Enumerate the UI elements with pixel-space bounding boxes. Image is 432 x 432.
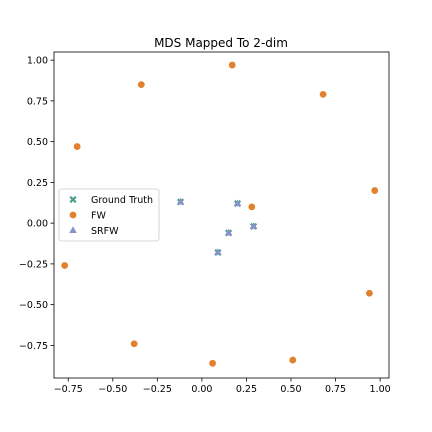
data-point xyxy=(224,228,233,236)
data-point xyxy=(319,90,327,98)
x-tick-label: −0.25 xyxy=(143,384,172,395)
plot-area xyxy=(53,51,390,379)
x-tick-label: 0.50 xyxy=(280,384,301,395)
y-tick-label: 0.75 xyxy=(27,96,48,107)
data-point xyxy=(228,61,236,69)
data-point xyxy=(130,340,138,348)
x-tick-label: 0.00 xyxy=(191,384,212,395)
y-tick-label: −0.75 xyxy=(19,341,48,352)
data-points xyxy=(61,61,379,367)
y-tick-label: 0.00 xyxy=(27,219,48,230)
x-tick-label: 1.00 xyxy=(370,384,391,395)
legend-marker xyxy=(69,226,77,234)
y-tick-label: 0.25 xyxy=(27,178,48,189)
legend-label: SRFW xyxy=(91,226,119,237)
data-point xyxy=(289,356,297,364)
y-tick-label: 1.00 xyxy=(27,56,48,67)
legend-label: Ground Truth xyxy=(91,195,153,206)
y-axis: −0.75 −0.50 −0.25 0.00 0.25 0.50 0.75 1.00 xyxy=(19,56,54,352)
data-point xyxy=(248,203,256,211)
chart-title: MDS Mapped To 2-dim xyxy=(154,36,288,50)
data-point xyxy=(233,199,242,207)
series-fw xyxy=(61,61,379,367)
series-srfw xyxy=(176,197,258,256)
data-point xyxy=(214,248,222,256)
data-point xyxy=(371,187,379,194)
x-tick-label: 0.75 xyxy=(325,384,346,395)
data-point xyxy=(365,289,373,297)
y-tick-label: 0.50 xyxy=(27,137,48,148)
legend-marker xyxy=(69,195,77,204)
data-point xyxy=(137,81,145,88)
data-point xyxy=(176,197,185,205)
x-tick-label: −0.50 xyxy=(98,384,127,395)
data-point xyxy=(249,222,258,229)
legend-label: FW xyxy=(91,211,106,222)
legend-box xyxy=(58,188,160,242)
legend: Ground Truth FW SRFW xyxy=(58,188,160,242)
legend-marker xyxy=(69,211,77,219)
data-point xyxy=(209,359,216,367)
y-tick-label: −0.25 xyxy=(19,259,48,270)
data-point xyxy=(61,262,69,269)
x-tick-label: 0.25 xyxy=(236,384,257,395)
series-ground-truth xyxy=(176,198,258,257)
y-tick-label: −0.50 xyxy=(19,300,48,311)
x-axis: −0.75 −0.50 −0.25 0.00 0.25 0.50 0.75 1.00 xyxy=(54,378,391,395)
data-point xyxy=(73,143,81,150)
x-tick-label: −0.75 xyxy=(54,384,83,395)
